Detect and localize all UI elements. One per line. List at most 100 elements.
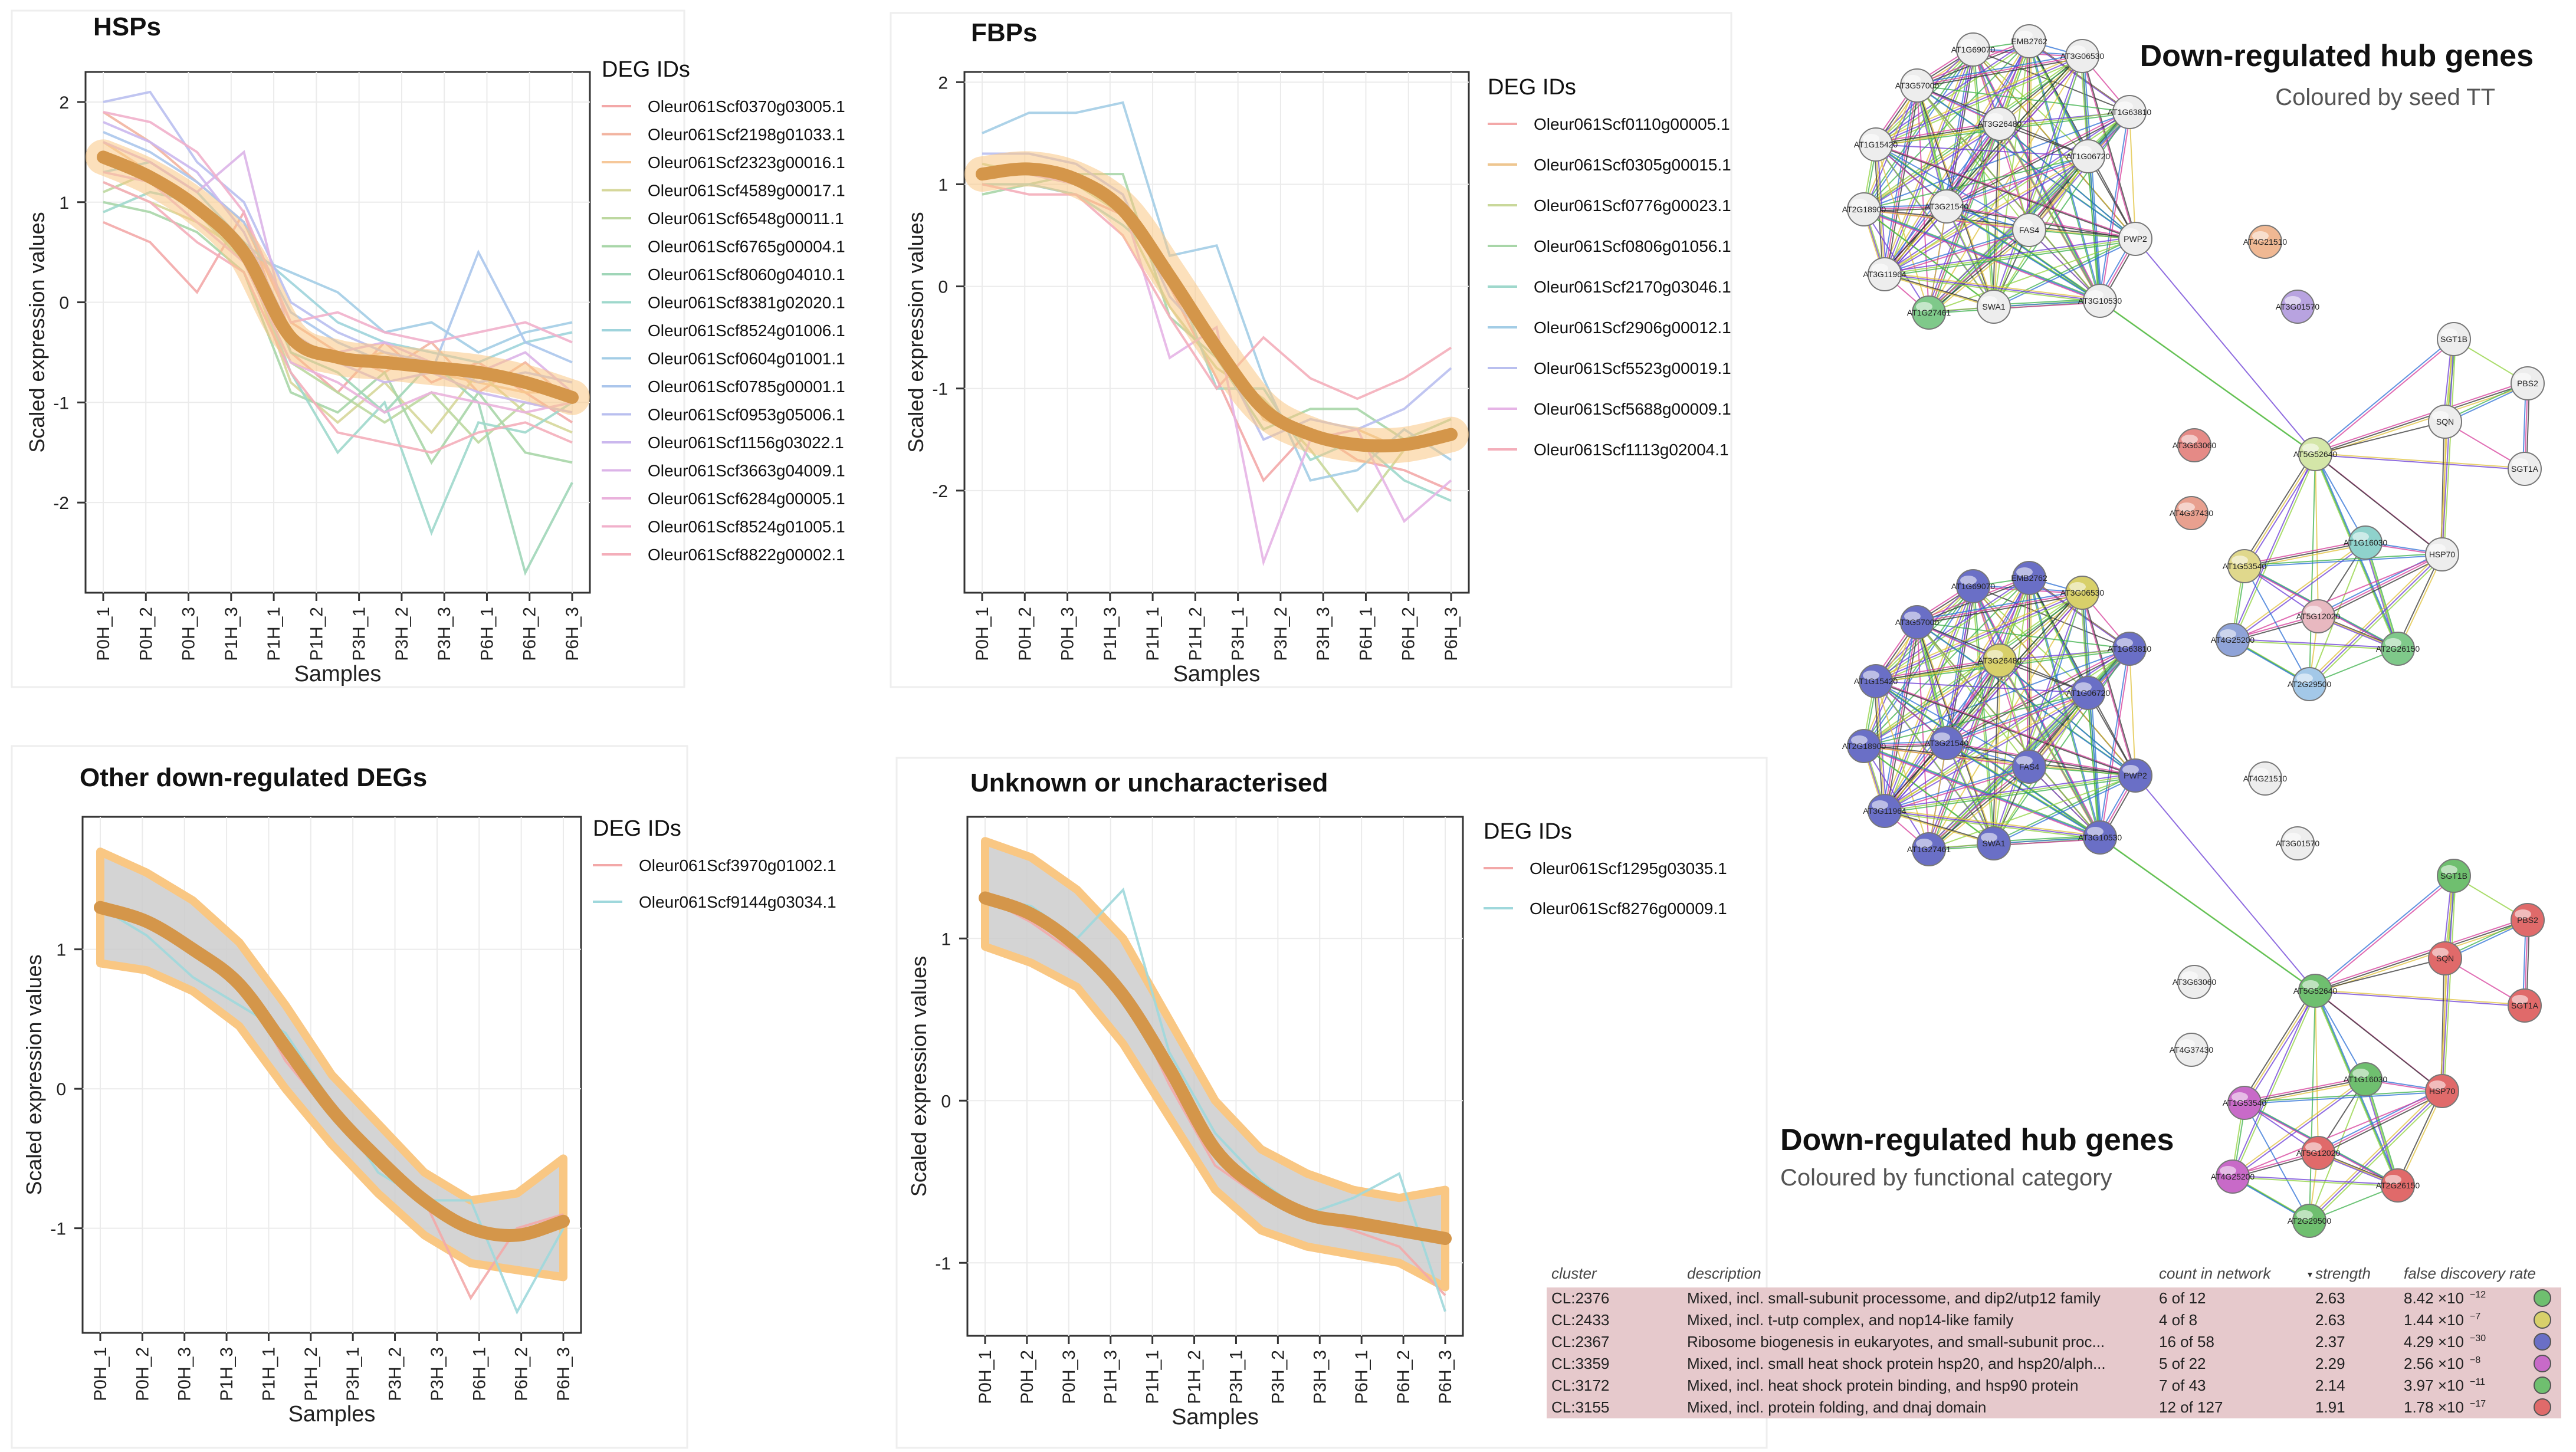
y-tick-label: 1 [941, 929, 951, 949]
network-edge [1875, 592, 2083, 682]
network-edge [1886, 812, 2102, 840]
x-tick-label: P3H_1 [350, 607, 369, 661]
node-highlight [1872, 264, 1888, 273]
panel-title: Unknown or uncharacterised [970, 768, 1328, 797]
x-tick-label: P1H_1 [264, 607, 284, 661]
network-edge [2315, 990, 2319, 1154]
network-node: AT3G01570 [2276, 826, 2319, 860]
legend-title: DEG IDs [1488, 75, 1576, 100]
y-tick-label: 0 [938, 278, 948, 297]
network-node: AT3G06530 [2060, 39, 2104, 73]
legend-entry: Oleur061Scf0370g03005.1 [648, 97, 845, 116]
panel-title: Other down-regulated DEGs [80, 763, 427, 792]
node-label: AT5G12020 [2296, 612, 2341, 621]
network-edge [2316, 454, 2526, 471]
cluster-id: CL:2367 [1551, 1333, 1609, 1351]
network-edge [2242, 1077, 2364, 1102]
node-label: SGT1A [2511, 1001, 2539, 1010]
node-label: PBS2 [2517, 915, 2538, 925]
node-label: AT1G27461 [1907, 308, 1951, 317]
x-tick-label: P1H_2 [1185, 1350, 1205, 1404]
node-label: SGT1B [2440, 334, 2467, 344]
legend-entry: Oleur061Scf8524g01006.1 [648, 321, 845, 340]
y-tick-label: 0 [56, 1080, 66, 1099]
network-edge [1882, 773, 2134, 810]
network-node: AT2G26150 [2376, 1168, 2420, 1203]
node-highlight [2232, 556, 2248, 565]
node-label: AT4G37430 [2170, 508, 2214, 518]
network-edge [1882, 809, 2099, 836]
legend-entry: Oleur061Scf5688g00009.1 [1534, 400, 1731, 418]
network-edge [1915, 620, 1945, 742]
network-edge [1928, 766, 2030, 850]
node-highlight [2352, 1069, 2369, 1078]
network-node: AT3G63060 [2173, 428, 2216, 462]
network-edge [1948, 208, 2102, 303]
network-edge [2244, 1102, 2310, 1221]
network-node: AT4G37430 [2170, 1033, 2214, 1067]
cluster-color-swatch [2534, 1355, 2551, 1372]
legend-entry: Oleur061Scf8822g00002.1 [648, 546, 845, 564]
cluster-id: CL:3172 [1551, 1377, 1609, 1394]
node-label: HSP70 [2429, 1086, 2456, 1096]
network-edge [1928, 229, 2030, 313]
network-edge [1993, 300, 2101, 307]
legend-entry: Oleur061Scf1156g03022.1 [648, 433, 844, 452]
network-edge [1876, 41, 2031, 146]
cluster-strength: 2.63 [2315, 1289, 2345, 1307]
network-edge [1876, 681, 1996, 845]
network-edge [2242, 452, 2314, 565]
x-tick-label: P3H_3 [1310, 1350, 1330, 1404]
network-edge [2315, 454, 2319, 617]
legend-entry: Oleur061Scf8060g04010.1 [648, 265, 845, 284]
node-highlight [1872, 800, 1888, 810]
cluster-description: Mixed, incl. protein folding, and dnaj d… [1687, 1398, 1986, 1416]
network-edge [2232, 638, 2397, 649]
node-label: FAS4 [2019, 225, 2039, 235]
network-node: AT1G16030 [2344, 1062, 2387, 1096]
network-edge [1927, 764, 2028, 848]
network-edge [2245, 554, 2443, 568]
network-edge [1999, 123, 2101, 301]
legend-entry: Oleur061Scf2906g00012.1 [1534, 318, 1731, 337]
node-label: AT1G63810 [2108, 107, 2152, 117]
network-edge [1993, 774, 2135, 843]
node-label: AT4G37430 [2170, 1045, 2214, 1054]
network-edge [1865, 211, 2102, 303]
node-label: AT3G57000 [1895, 617, 1940, 627]
network-edge [1883, 576, 2029, 811]
node-highlight [1904, 612, 1921, 621]
x-tick-label: P3H_2 [1271, 607, 1291, 661]
x-axis-title: Samples [1171, 1405, 1259, 1430]
network-edge [2029, 766, 2136, 776]
network-node: HSP70 [2425, 537, 2459, 571]
network-edge [1884, 274, 2101, 301]
cluster-strength: 2.37 [2315, 1333, 2345, 1351]
legend-entry: Oleur061Scf9144g03034.1 [639, 893, 836, 911]
network-edge [2315, 991, 2444, 1093]
network-1-subtitle: Coloured by seed TT [2275, 84, 2495, 110]
network-node: SGT1B [2437, 322, 2471, 356]
x-tick-label: P0H_1 [973, 607, 992, 661]
node-label: AT1G63810 [2108, 644, 2152, 653]
network-edge [1993, 648, 2130, 844]
network-edge [2082, 57, 2137, 240]
cluster-fdr-exponent: −17 [2470, 1399, 2486, 1409]
network-edge [2315, 383, 2528, 455]
network-edge [1882, 272, 2099, 300]
y-axis-title: Scaled expression values [907, 956, 931, 1197]
network-node: AT4G21510 [2243, 761, 2287, 796]
legend-title: DEG IDs [1484, 819, 1572, 844]
network-node: AT2G29500 [2288, 1204, 2331, 1238]
network-edge [2314, 452, 2524, 469]
network-edge [2246, 455, 2318, 569]
node-highlight [2178, 502, 2195, 512]
network-edge [2244, 542, 2366, 567]
network-edge [1993, 237, 2135, 307]
network-edge [1917, 85, 1929, 313]
node-highlight [2512, 458, 2528, 468]
network-edge [2098, 648, 2129, 837]
network-edge [1999, 660, 2101, 838]
table-header: cluster [1551, 1264, 1597, 1282]
network-edge [2309, 1079, 2366, 1221]
